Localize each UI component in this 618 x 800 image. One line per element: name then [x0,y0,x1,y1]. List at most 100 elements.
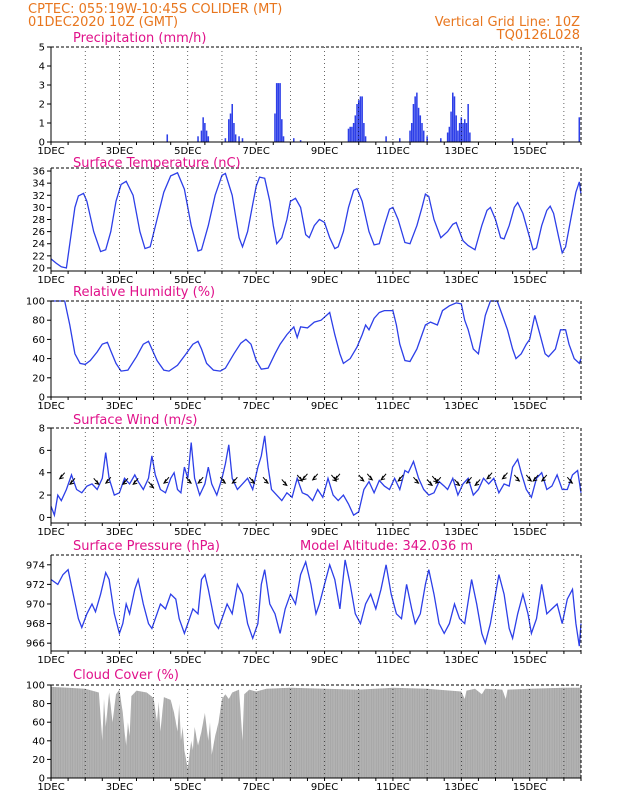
series-line [50,171,582,269]
precip-bar [200,130,203,142]
y-tick-label: 5 [39,43,45,54]
wind-arrow-head [474,481,480,487]
x-tick-label: 7DEC [242,275,269,286]
precip-bar [460,117,463,142]
y-tick-label: 22 [32,251,45,262]
x-tick-label: 13DEC [444,782,478,793]
y-tick-label: 32 [32,191,45,202]
wind-arrow-head [186,478,192,484]
x-tick-label: 7DEC [242,146,269,157]
precip-bar [202,117,204,142]
wind-arrow [104,476,112,484]
precip-bar [422,130,425,142]
panel-title: Precipitation (mm/h) [73,31,206,46]
wind-arrow-head [282,481,288,487]
x-tick-label: 5DEC [174,782,201,793]
header-vertical-grid: Vertical Grid Line: 10Z [435,15,580,30]
y-tick-label: 60 [32,335,45,346]
y-tick-label: 80 [32,316,45,327]
x-tick-label: 9DEC [311,782,338,793]
precip-bar [166,134,169,142]
wind-arrow [486,472,493,480]
wind-arrow-head [515,476,521,482]
x-tick-label: 5DEC [174,146,201,157]
y-tick-label: 1 [39,119,45,130]
precip-bar [385,136,387,142]
x-tick-label: 9DEC [311,401,338,412]
wind-arrow [231,476,238,484]
wind-arrow [301,473,308,481]
wind-arrow [163,476,170,484]
y-tick-label: 34 [32,179,45,190]
precip-bar [446,132,449,142]
wind-arrow-head [263,478,269,484]
wind-arrow-head [231,478,237,484]
precip-bar [357,100,360,142]
precip-bar [448,126,451,142]
y-tick-label: 100 [26,681,45,692]
x-tick-label: 15DEC [513,527,547,538]
wind-arrow-head [132,480,138,486]
x-tick-label: 15DEC [513,275,547,286]
precip-bar [299,140,302,142]
wind-arrow [248,476,256,484]
panel-title: Cloud Cover (%) [73,668,179,683]
wind-arrow [540,474,548,482]
wind-arrow-head [250,478,256,484]
precip-bar [359,96,362,142]
wind-arrow-head [332,476,338,482]
panel-annotation: Model Altitude: 342.036 m [300,539,473,554]
x-tick-label: 3DEC [106,401,133,412]
series-line [50,435,582,518]
precip-bar [356,104,358,142]
x-tick-label: 15DEC [513,782,547,793]
wind-arrow-head [486,474,492,480]
wind-arrow [122,477,129,486]
x-tick-label: 11DEC [376,401,410,412]
x-tick-label: 15DEC [513,401,547,412]
wind-arrow-head [414,478,420,484]
y-tick-label: 970 [26,599,45,610]
precip-bar [224,138,227,142]
wind-arrow [311,473,319,481]
x-tick-label: 3DEC [106,782,133,793]
precip-bar [279,83,281,142]
x-tick-label: 11DEC [376,275,410,286]
y-tick-label: 972 [26,580,45,591]
precip-bar [228,119,230,142]
precip-bar [467,104,469,142]
precip-bar [282,136,285,142]
wind-arrow-head [163,478,169,484]
precip-bar [197,136,199,142]
precip-bar [419,115,422,142]
wind-arrow [262,476,269,484]
precip-bar [453,96,456,142]
y-tick-label: 20 [32,373,45,384]
wind-arrow [197,476,204,484]
x-tick-label: 1DEC [37,146,64,157]
x-tick-label: 3DEC [106,527,133,538]
wind-arrow-head [501,474,507,480]
x-tick-label: 1DEC [37,527,64,538]
wind-arrow-head [368,475,374,481]
wind-arrow [566,476,574,484]
precip-bar [364,136,367,142]
x-tick-label: 13DEC [444,527,478,538]
panel-title: Surface Wind (m/s) [73,413,197,428]
wind-arrow [185,476,192,484]
x-tick-label: 13DEC [444,655,478,666]
x-tick-label: 11DEC [376,782,410,793]
wind-arrow-head [465,478,471,484]
precip-bar [234,134,237,142]
y-tick-label: 20 [32,755,45,766]
wind-arrow [132,477,139,486]
wind-arrow [93,477,100,486]
panel-5: 966 968 970 972 974 1DEC 3DEC 5DEC 7DEC 9DEC 11DEC… [26,539,582,666]
precip-bar [410,123,413,142]
header-line1: CPTEC: 055:19W-10:45S COLIDER (MT) [28,2,282,17]
wind-arrow-head [359,476,365,482]
wind-arrow-head [298,476,304,482]
